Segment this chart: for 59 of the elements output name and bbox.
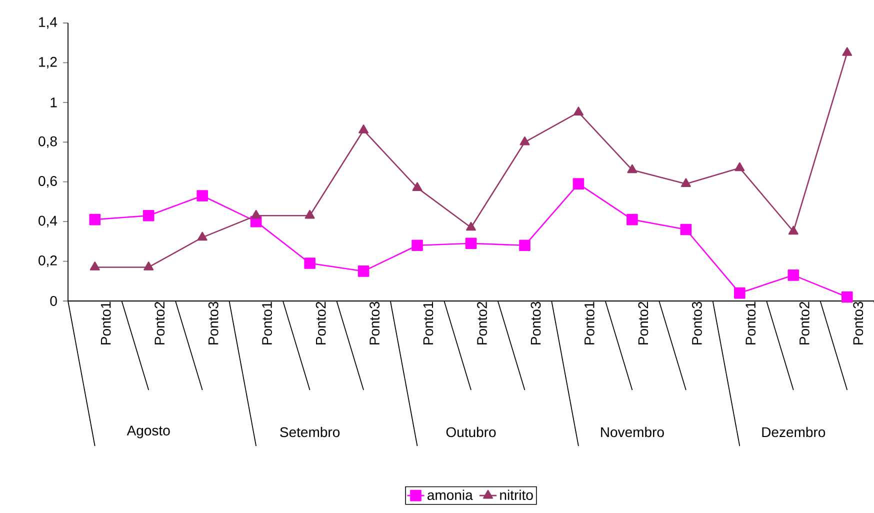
point [680,224,692,236]
point [304,258,316,269]
point [680,178,691,187]
y-tick-label: 1,4 [39,17,58,29]
legend-label: nitrito [500,490,533,500]
point [412,240,423,252]
point [734,287,746,299]
point [142,210,154,222]
y-tick-label: 0,8 [38,136,57,148]
y-tick-label: 0,4 [38,216,58,228]
point [841,291,853,303]
x-tick-label: Ponto2 [477,302,487,344]
x-tick-label: Ponto2 [316,302,326,344]
point [626,214,638,226]
text: Agosto [126,426,170,438]
x-tick-label: Ponto2 [799,302,810,344]
x-tick-label: Ponto1 [746,302,756,344]
x-tick-label: Ponto3 [370,302,380,344]
y-tick-label: 1,2 [39,56,57,68]
point [196,190,208,202]
text: Dezembro [762,426,826,438]
x-tick-label: Ponto1 [584,302,594,344]
x-tick-label: Ponto2 [638,302,648,344]
point [144,262,154,270]
text: Setembro [280,426,340,438]
x-tick-label: Ponto3 [208,302,218,344]
x-tick-label: Ponto1 [100,302,111,344]
point [734,162,745,172]
point [788,226,798,235]
point [197,232,208,241]
x-tick-label: Ponto3 [853,302,864,344]
x-tick-label: Ponto2 [154,302,165,344]
point [572,178,584,190]
point [251,210,262,219]
x-tick-label: Ponto3 [692,302,702,344]
y-tick-label: 0,2 [38,255,57,268]
point [519,240,530,252]
point [466,222,476,231]
point [358,124,369,134]
point [358,266,370,277]
point [842,47,852,56]
text: Novembro [601,426,664,438]
point [573,106,584,116]
y-tick-label: 0 [50,296,57,306]
x-tick-label: Ponto1 [423,302,434,344]
y-tick-label: 0,6 [38,176,57,188]
legend-label: amonia [428,490,473,500]
point [465,238,477,250]
point [520,136,530,146]
point [304,210,315,219]
text: Outubro [446,426,496,438]
point [788,270,800,281]
point [627,164,638,174]
x-tick-label: Ponto1 [262,302,272,344]
y-tick-label: 1 [50,98,57,108]
point [90,262,100,270]
x-tick-label: Ponto3 [530,302,541,344]
point [412,182,422,191]
point [89,214,101,226]
